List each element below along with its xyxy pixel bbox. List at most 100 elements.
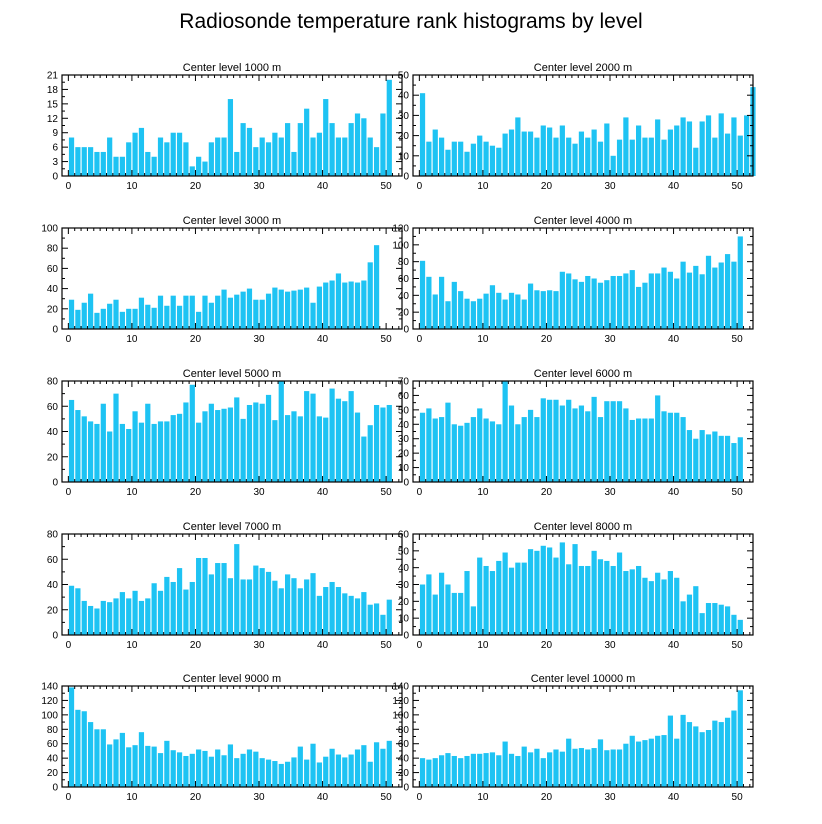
bar <box>183 402 189 482</box>
bar <box>196 311 202 329</box>
bar <box>547 547 553 635</box>
y-tick-label: 40 <box>398 420 410 431</box>
bar <box>661 267 667 329</box>
bar <box>323 99 329 176</box>
y-tick-label: 30 <box>398 434 410 445</box>
bar <box>87 421 94 482</box>
bar <box>489 752 496 787</box>
bar <box>699 274 705 329</box>
bar <box>458 141 464 176</box>
bar <box>278 137 284 176</box>
bar <box>610 565 616 635</box>
y-tick-label: 120 <box>41 696 58 707</box>
x-tick-label: 40 <box>317 792 329 803</box>
bar <box>432 594 438 635</box>
histogram-panel-3: 0 10 20 30 40 50 0 20 40 60 80 100 Center level 3000… <box>41 215 403 345</box>
bar <box>151 583 157 635</box>
x-tick-label: 20 <box>190 792 202 803</box>
bar <box>196 422 202 482</box>
bar <box>119 156 125 176</box>
bar <box>342 401 348 482</box>
y-tick-label: 0 <box>403 325 409 336</box>
bar <box>189 166 195 176</box>
bar <box>445 301 451 329</box>
y-tick-label: 140 <box>392 682 409 693</box>
bar <box>667 412 673 482</box>
y-tick-label: 40 <box>398 91 410 102</box>
y-tick-label: 20 <box>398 449 410 460</box>
bar <box>68 687 75 787</box>
bar <box>680 417 686 482</box>
y-tick-label: 20 <box>47 768 59 779</box>
bar <box>272 132 278 176</box>
bar <box>642 577 648 635</box>
bar <box>597 417 604 482</box>
bar <box>221 137 227 176</box>
bar <box>515 294 521 329</box>
bar <box>278 588 284 635</box>
bar <box>215 137 221 176</box>
bar <box>107 602 113 635</box>
bar <box>189 581 195 635</box>
bar <box>304 287 310 329</box>
bar <box>113 156 119 176</box>
bar <box>234 151 240 176</box>
x-tick-label: 10 <box>126 334 138 345</box>
bar <box>176 752 183 787</box>
bar <box>674 738 680 787</box>
bar <box>648 137 654 176</box>
bar <box>680 601 686 635</box>
bar <box>342 137 348 176</box>
bar <box>81 416 87 482</box>
bar <box>113 299 119 329</box>
bar <box>636 125 642 176</box>
bar <box>297 746 303 787</box>
bar <box>674 278 680 329</box>
bar <box>265 142 272 176</box>
bar <box>661 411 667 482</box>
bar <box>559 542 565 635</box>
bar <box>604 750 610 787</box>
bar <box>470 417 476 482</box>
bar <box>316 595 322 635</box>
histogram-panel-1: 0 10 20 30 40 50 0 3 6 9 12 15 18 21 Center level 1000… <box>47 62 403 192</box>
bar <box>94 729 100 787</box>
bar <box>278 289 284 329</box>
bar <box>458 425 464 482</box>
bar <box>234 544 240 635</box>
y-tick-label: 20 <box>398 768 410 779</box>
bar <box>496 424 502 482</box>
bar <box>540 758 546 787</box>
bar <box>591 129 597 176</box>
bar <box>354 113 361 176</box>
bar <box>572 408 578 482</box>
bar <box>534 748 540 787</box>
bar <box>572 544 578 635</box>
x-tick-label: 20 <box>541 640 553 651</box>
bar <box>132 590 138 635</box>
panel-title: Center level 10000 m <box>531 673 636 685</box>
bar <box>438 417 445 482</box>
bar <box>483 753 489 787</box>
bar <box>189 753 195 787</box>
x-tick-label: 50 <box>381 181 393 192</box>
x-tick-label: 50 <box>381 792 393 803</box>
bar <box>354 598 361 635</box>
bar <box>724 133 731 176</box>
bar <box>597 559 604 635</box>
bar <box>508 129 515 176</box>
bar <box>202 295 208 329</box>
bar <box>508 753 515 787</box>
x-tick-label: 50 <box>732 487 744 498</box>
bar <box>445 402 451 482</box>
bar <box>316 132 322 176</box>
x-tick-label: 20 <box>190 334 202 345</box>
bar <box>477 408 483 482</box>
histogram-panel-8: 0 10 20 30 40 50 0 10 20 30 40 50 60 Center level 800… <box>398 521 754 651</box>
bar <box>724 606 731 635</box>
y-tick-label: 12 <box>47 114 59 125</box>
bar <box>426 759 432 787</box>
bar <box>629 419 635 482</box>
bar <box>674 412 680 482</box>
bar <box>354 412 361 482</box>
